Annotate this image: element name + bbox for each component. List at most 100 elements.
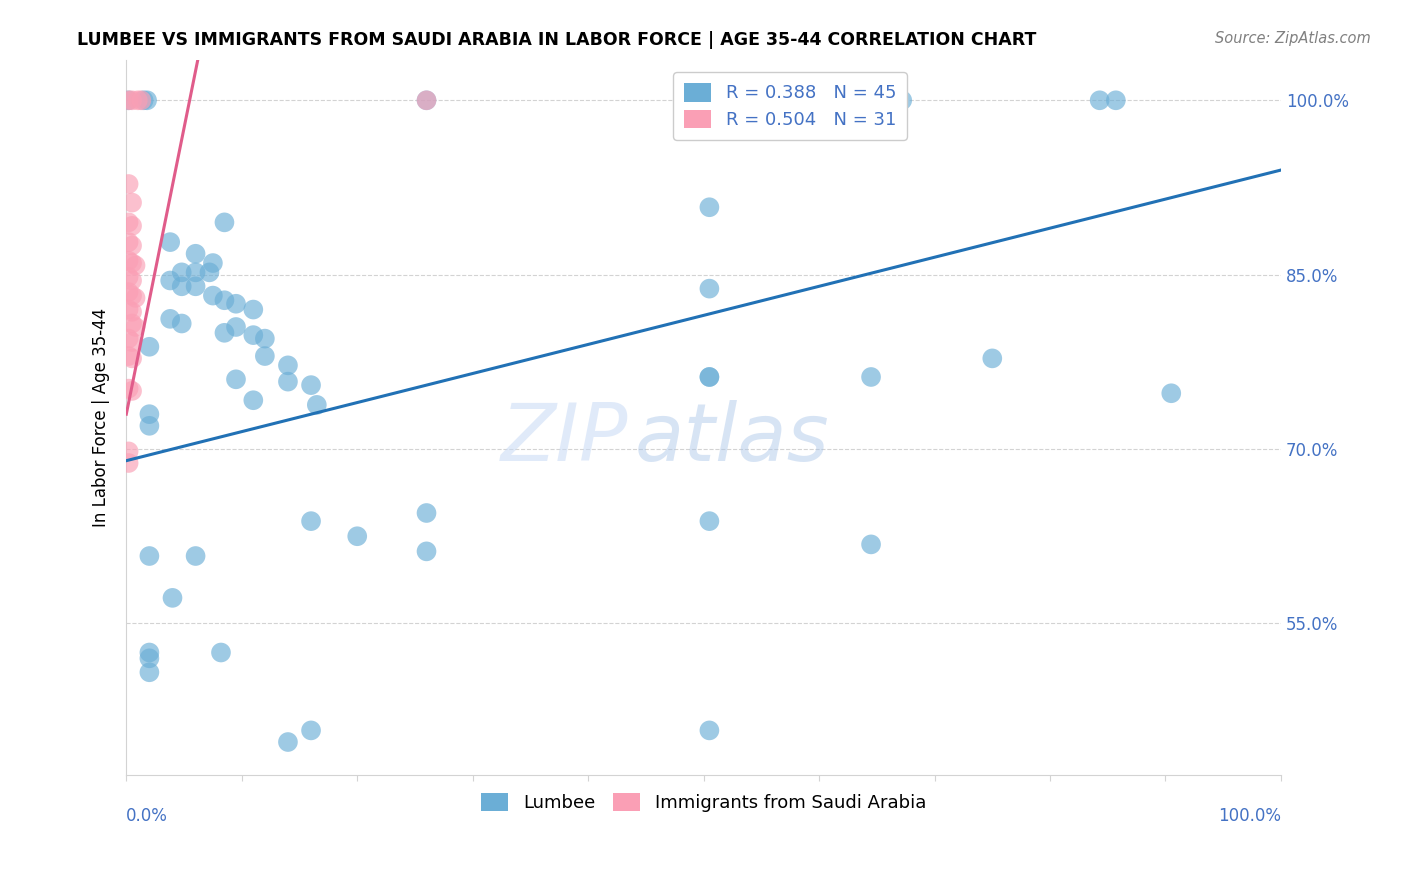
Point (699, 370, 721, 384)
Text: Source: ZipAtlas.com: Source: ZipAtlas.com (1215, 31, 1371, 46)
Point (138, 418, 160, 433)
Point (117, 93, 139, 107)
Point (162, 591, 184, 605)
Point (872, 93, 894, 107)
Point (860, 537, 883, 551)
Point (121, 305, 143, 319)
Point (131, 93, 153, 107)
Point (214, 293, 236, 308)
Point (209, 646, 232, 660)
Point (170, 265, 193, 279)
Point (277, 375, 299, 389)
Point (299, 514, 322, 528)
Point (117, 382, 139, 396)
Point (225, 372, 247, 386)
Y-axis label: In Labor Force | Age 35-44: In Labor Force | Age 35-44 (93, 308, 110, 526)
Point (117, 215, 139, 229)
Point (138, 646, 160, 660)
Point (136, 93, 159, 107)
Point (121, 195, 143, 210)
Point (225, 320, 247, 334)
Point (1105, 93, 1128, 107)
Point (170, 279, 193, 293)
Point (242, 328, 264, 343)
Point (117, 302, 139, 317)
Point (415, 93, 437, 107)
Point (198, 265, 221, 279)
Point (699, 723, 721, 738)
Point (121, 256, 143, 270)
Point (225, 297, 247, 311)
Point (981, 351, 1004, 366)
Point (121, 238, 143, 252)
Point (138, 549, 160, 563)
Point (277, 359, 299, 373)
Point (117, 285, 139, 299)
Point (117, 456, 139, 470)
Point (138, 340, 160, 354)
Point (1088, 93, 1111, 107)
Point (138, 407, 160, 421)
Point (121, 351, 143, 366)
Point (699, 370, 721, 384)
Point (699, 200, 721, 214)
Legend: Lumbee, Immigrants from Saudi Arabia: Lumbee, Immigrants from Saudi Arabia (474, 785, 934, 819)
Point (127, 93, 149, 107)
Point (132, 93, 155, 107)
Point (201, 256, 224, 270)
Point (891, 93, 914, 107)
Point (195, 805, 218, 819)
Point (214, 215, 236, 229)
Point (121, 273, 143, 287)
Point (415, 93, 437, 107)
Point (159, 235, 181, 249)
Point (121, 384, 143, 398)
Point (184, 549, 207, 563)
Point (124, 320, 146, 334)
Point (277, 735, 299, 749)
Text: atlas: atlas (634, 400, 830, 477)
Point (184, 265, 207, 279)
Text: 0.0%: 0.0% (127, 806, 169, 825)
Point (117, 332, 139, 346)
Point (242, 302, 264, 317)
Text: ZIP: ZIP (501, 400, 628, 477)
Point (699, 282, 721, 296)
Point (117, 270, 139, 285)
Point (121, 317, 143, 331)
Point (253, 349, 276, 363)
Text: LUMBEE VS IMMIGRANTS FROM SAUDI ARABIA IN LABOR FORCE | AGE 35-44 CORRELATION CH: LUMBEE VS IMMIGRANTS FROM SAUDI ARABIA I… (77, 31, 1036, 49)
Point (184, 279, 207, 293)
Point (242, 393, 264, 408)
Point (170, 317, 193, 331)
Point (121, 335, 143, 350)
Point (415, 506, 437, 520)
Point (415, 544, 437, 558)
Point (117, 93, 139, 107)
Point (1160, 386, 1182, 401)
Point (121, 93, 143, 107)
Point (253, 332, 276, 346)
Point (124, 291, 146, 305)
Point (201, 288, 224, 302)
Point (117, 235, 139, 249)
Point (214, 326, 236, 340)
Point (117, 444, 139, 458)
Point (117, 253, 139, 268)
Point (138, 651, 160, 665)
Point (346, 529, 368, 543)
Point (117, 349, 139, 363)
Text: 100.0%: 100.0% (1218, 806, 1281, 825)
Point (184, 246, 207, 260)
Point (699, 93, 721, 107)
Point (138, 665, 160, 680)
Point (124, 259, 146, 273)
Point (121, 288, 143, 302)
Point (860, 370, 883, 384)
Point (159, 273, 181, 287)
Point (121, 219, 143, 233)
Point (299, 723, 322, 738)
Point (117, 177, 139, 191)
Point (305, 398, 328, 412)
Point (299, 378, 322, 392)
